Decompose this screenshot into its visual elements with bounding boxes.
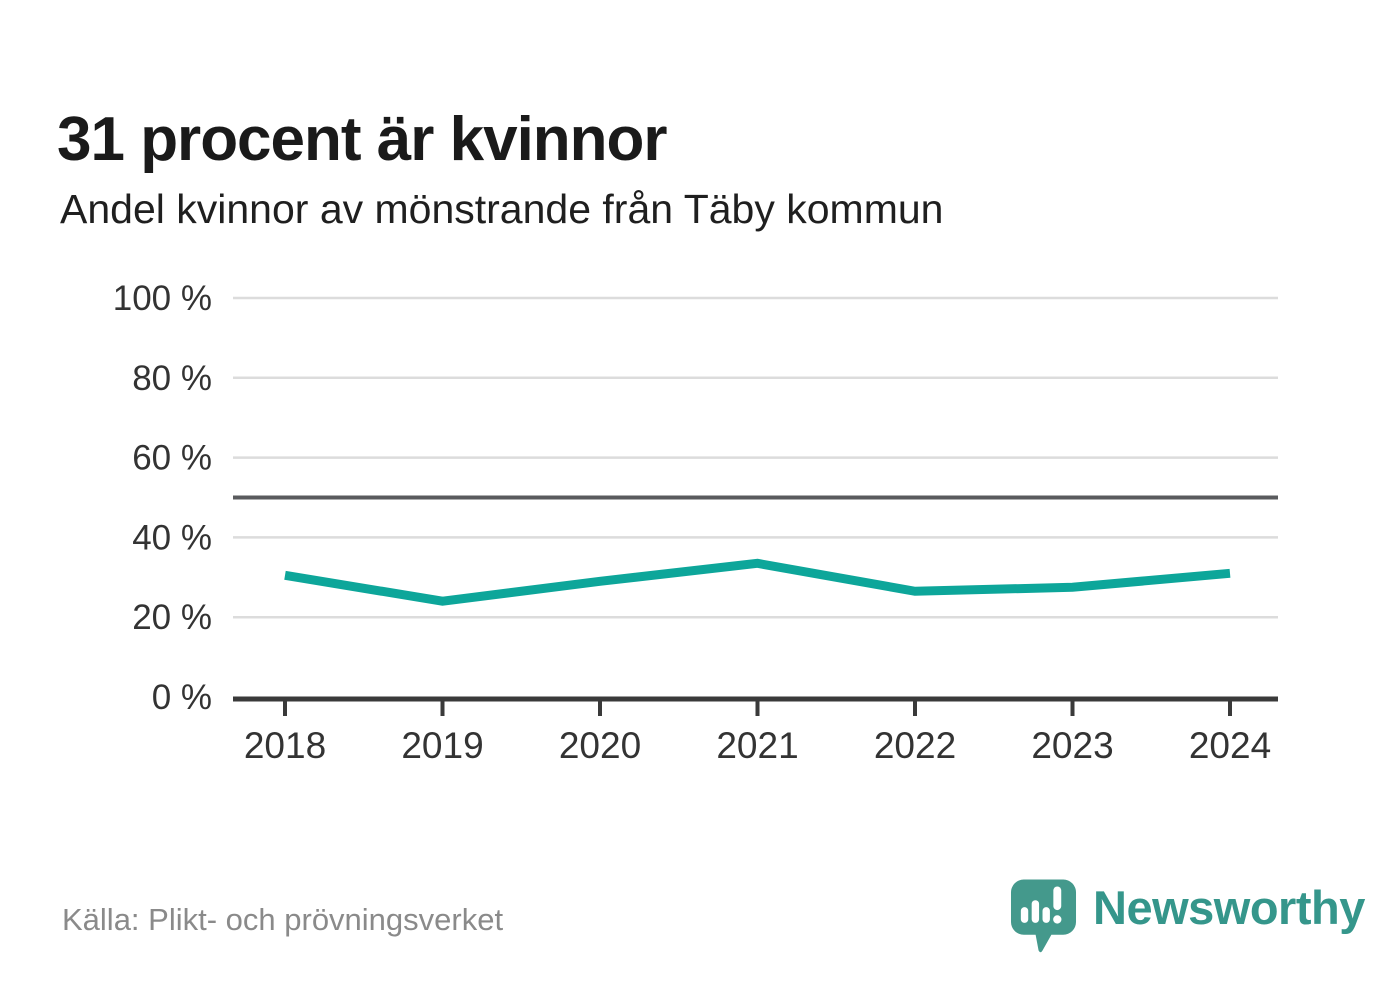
x-tick-label: 2020	[559, 725, 641, 766]
x-tick-label: 2022	[874, 725, 956, 766]
y-tick-label: 60 %	[132, 439, 212, 478]
x-tick-label: 2019	[401, 725, 483, 766]
newsworthy-logo: Newsworthy	[1010, 878, 1365, 954]
chart-subtitle: Andel kvinnor av mönstrande från Täby ko…	[60, 186, 944, 232]
y-tick-label: 20 %	[132, 598, 212, 637]
data-line	[284, 558, 1231, 606]
x-tick-label: 2018	[244, 725, 326, 766]
y-tick-label: 40 %	[132, 518, 212, 557]
x-tick-label: 2023	[1031, 725, 1113, 766]
y-tick-label: 100 %	[113, 279, 212, 318]
x-tick-label: 2024	[1189, 725, 1271, 766]
source-note: Källa: Plikt- och prövningsverket	[62, 902, 504, 937]
page-title: 31 procent är kvinnor	[57, 104, 668, 174]
speech-bubble-chart-icon	[1010, 879, 1077, 953]
brand-wordmark: Newsworthy	[1093, 881, 1365, 934]
x-tick-label: 2021	[716, 725, 798, 766]
y-tick-label: 0 %	[152, 678, 212, 717]
y-tick-label: 80 %	[132, 359, 212, 398]
